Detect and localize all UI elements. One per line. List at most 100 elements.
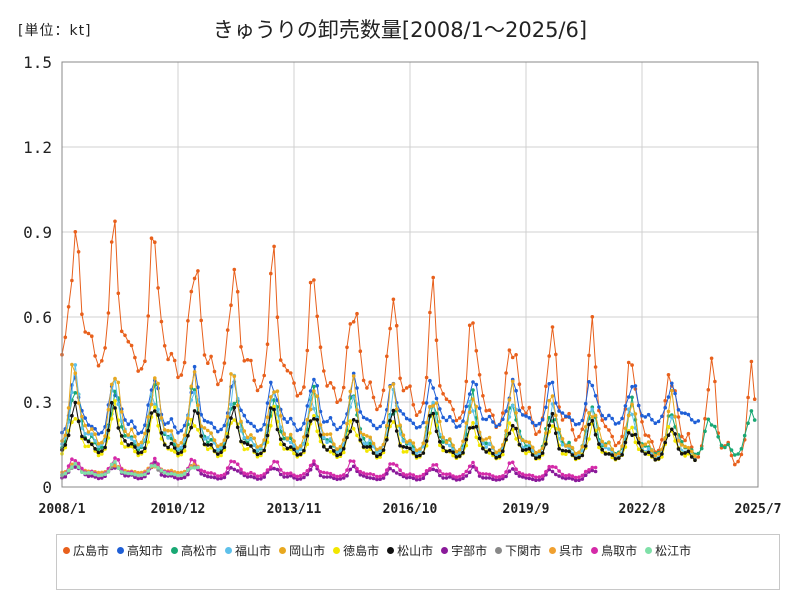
data-point xyxy=(302,475,306,480)
data-point xyxy=(275,427,280,432)
data-point xyxy=(742,433,747,438)
data-point xyxy=(348,429,353,434)
data-point xyxy=(133,445,137,449)
data-point xyxy=(245,442,250,447)
data-point xyxy=(375,426,379,431)
x-tick-label: 2019/9 xyxy=(503,502,550,517)
data-point xyxy=(312,406,316,411)
data-point xyxy=(103,434,107,438)
data-point xyxy=(481,394,485,398)
data-point xyxy=(315,418,320,422)
data-point xyxy=(477,430,482,435)
data-point xyxy=(424,469,429,473)
data-point xyxy=(537,449,542,454)
data-point xyxy=(202,426,207,430)
data-point xyxy=(139,450,144,455)
data-point xyxy=(643,415,648,419)
data-point xyxy=(80,414,84,419)
data-point xyxy=(640,444,644,448)
data-point xyxy=(348,467,353,472)
data-point xyxy=(577,434,581,439)
data-point xyxy=(332,473,336,478)
data-point xyxy=(206,474,210,479)
data-point xyxy=(109,462,114,467)
data-point xyxy=(477,443,482,448)
data-point xyxy=(206,443,210,447)
data-point xyxy=(235,289,240,294)
data-point xyxy=(249,437,253,442)
data-point xyxy=(477,471,482,476)
data-point xyxy=(630,425,634,430)
x-tick-label: 2013/11 xyxy=(267,502,322,517)
y-tick-label: 0.3 xyxy=(23,393,52,412)
data-point xyxy=(325,471,329,475)
data-point xyxy=(560,437,565,441)
data-point xyxy=(129,343,134,348)
data-point xyxy=(325,432,329,437)
data-point xyxy=(487,441,492,446)
data-point xyxy=(302,448,306,453)
data-point xyxy=(411,403,416,407)
data-point xyxy=(80,312,84,317)
data-point xyxy=(713,424,717,429)
data-point xyxy=(222,423,227,428)
data-point xyxy=(348,405,353,409)
data-point xyxy=(514,411,518,415)
data-point xyxy=(83,330,87,334)
data-point xyxy=(504,470,508,474)
legend-swatch xyxy=(333,546,341,554)
data-point xyxy=(471,397,475,401)
data-point xyxy=(119,419,124,424)
data-point xyxy=(391,382,396,386)
data-point xyxy=(570,418,575,423)
data-point xyxy=(633,432,638,437)
data-point xyxy=(375,447,379,452)
data-point xyxy=(514,353,518,357)
data-point xyxy=(398,423,402,428)
data-point xyxy=(328,475,333,479)
data-point xyxy=(126,443,131,447)
data-point xyxy=(189,425,194,430)
data-point xyxy=(461,473,465,477)
data-point xyxy=(209,442,213,447)
data-point xyxy=(245,472,250,476)
data-point xyxy=(285,437,290,441)
data-point xyxy=(537,421,542,426)
data-point xyxy=(520,406,525,410)
data-point xyxy=(73,400,78,405)
data-point xyxy=(693,420,697,425)
data-point xyxy=(162,470,167,475)
data-point xyxy=(113,399,117,403)
data-point xyxy=(176,451,180,456)
data-point xyxy=(275,412,280,416)
data-point xyxy=(282,447,286,451)
data-point xyxy=(229,303,233,308)
data-point xyxy=(133,449,137,454)
data-point xyxy=(368,419,373,423)
data-point xyxy=(623,426,628,431)
data-point xyxy=(222,475,227,480)
data-point xyxy=(520,413,525,417)
data-point xyxy=(76,401,81,405)
data-point xyxy=(444,418,449,423)
data-point xyxy=(613,422,618,426)
data-point xyxy=(355,433,359,438)
data-point xyxy=(527,416,532,420)
data-point xyxy=(510,460,515,465)
data-point xyxy=(86,439,91,444)
legend-label: 呉市 xyxy=(559,543,584,558)
series-7 xyxy=(60,400,697,463)
data-point xyxy=(341,420,346,425)
data-point xyxy=(457,454,462,458)
data-point xyxy=(507,421,512,425)
data-point xyxy=(607,447,611,451)
data-point xyxy=(448,399,452,404)
data-point xyxy=(252,472,256,477)
data-point xyxy=(308,407,313,412)
data-point xyxy=(444,476,449,480)
data-point xyxy=(182,444,187,449)
data-point xyxy=(143,423,147,428)
data-point xyxy=(491,477,495,482)
data-point xyxy=(607,440,611,445)
data-point xyxy=(590,418,595,423)
